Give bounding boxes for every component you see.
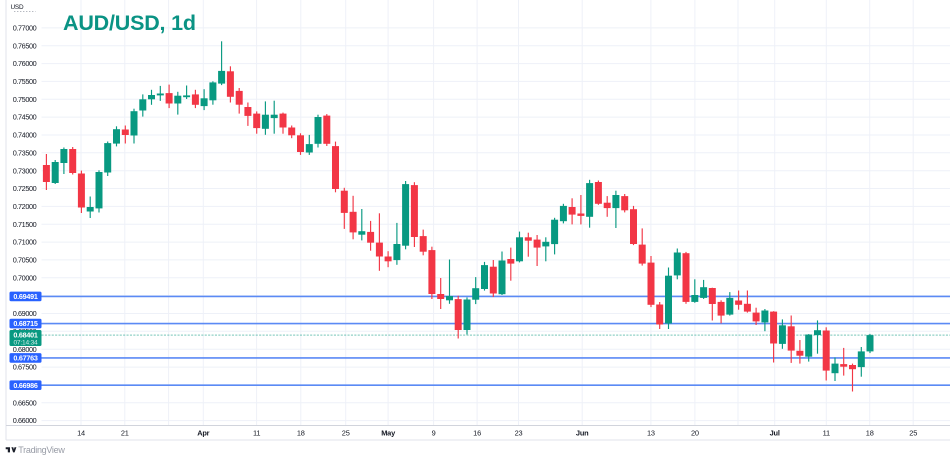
svg-text:AUD/USD, 1d: AUD/USD, 1d [63,11,196,35]
svg-text:07:14:34: 07:14:34 [13,340,38,347]
svg-text:21: 21 [121,429,129,438]
svg-text:0.74000: 0.74000 [13,131,37,140]
svg-text:USD: USD [11,4,24,11]
svg-text:0.70000: 0.70000 [13,273,37,282]
svg-text:0.75500: 0.75500 [13,77,37,86]
svg-text:0.66000: 0.66000 [13,416,37,425]
svg-text:11: 11 [823,429,830,438]
svg-text:25: 25 [909,429,917,438]
svg-text:Jul: Jul [770,429,780,438]
svg-text:0.73500: 0.73500 [13,148,37,157]
svg-text:0.77000: 0.77000 [13,24,37,33]
svg-text:0.67500: 0.67500 [13,363,37,372]
svg-text:0.71000: 0.71000 [13,238,37,247]
svg-text:0.66986: 0.66986 [13,381,37,390]
svg-text:0.74500: 0.74500 [13,113,37,122]
svg-text:0.68000: 0.68000 [13,345,37,354]
svg-text:0.76000: 0.76000 [13,59,37,68]
svg-text:Jun: Jun [576,429,589,438]
svg-text:18: 18 [297,429,305,438]
svg-text:14: 14 [77,429,85,438]
svg-text:0.69491: 0.69491 [13,292,37,301]
svg-text:11: 11 [253,429,260,438]
svg-text:0.73000: 0.73000 [13,166,37,175]
svg-text:16: 16 [473,429,481,438]
svg-text:9: 9 [432,429,436,438]
svg-text:0.72500: 0.72500 [13,184,37,193]
svg-text:0.67763: 0.67763 [13,354,37,363]
svg-text:0.76500: 0.76500 [13,41,37,50]
svg-text:18: 18 [866,429,874,438]
svg-text:13: 13 [647,429,655,438]
svg-text:May: May [381,429,396,438]
svg-text:23: 23 [515,429,523,438]
svg-text:0.69000: 0.69000 [13,309,37,318]
svg-text:25: 25 [342,429,350,438]
svg-text:0.71500: 0.71500 [13,220,37,229]
svg-text:0.72000: 0.72000 [13,202,37,211]
svg-text:20: 20 [691,429,699,438]
svg-text:0.70500: 0.70500 [13,256,37,265]
svg-text:0.68401: 0.68401 [13,331,37,340]
svg-text:Apr: Apr [197,429,209,438]
svg-text:0.68715: 0.68715 [13,319,37,328]
svg-text:0.66500: 0.66500 [13,398,37,407]
svg-text:0.75000: 0.75000 [13,95,37,104]
svg-text:TradingView: TradingView [18,445,65,455]
